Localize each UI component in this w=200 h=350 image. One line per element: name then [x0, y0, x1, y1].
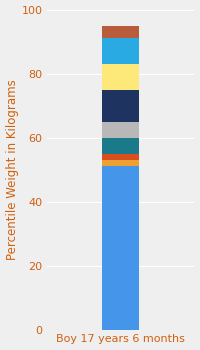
Bar [102, 160, 139, 166]
Bar [102, 121, 139, 138]
Bar [102, 138, 139, 154]
Bar [102, 166, 139, 330]
Bar [102, 90, 139, 121]
Bar [102, 26, 139, 38]
Y-axis label: Percentile Weight in Kilograms: Percentile Weight in Kilograms [6, 79, 19, 260]
Bar [102, 38, 139, 64]
Bar [102, 154, 139, 160]
Bar [102, 64, 139, 90]
